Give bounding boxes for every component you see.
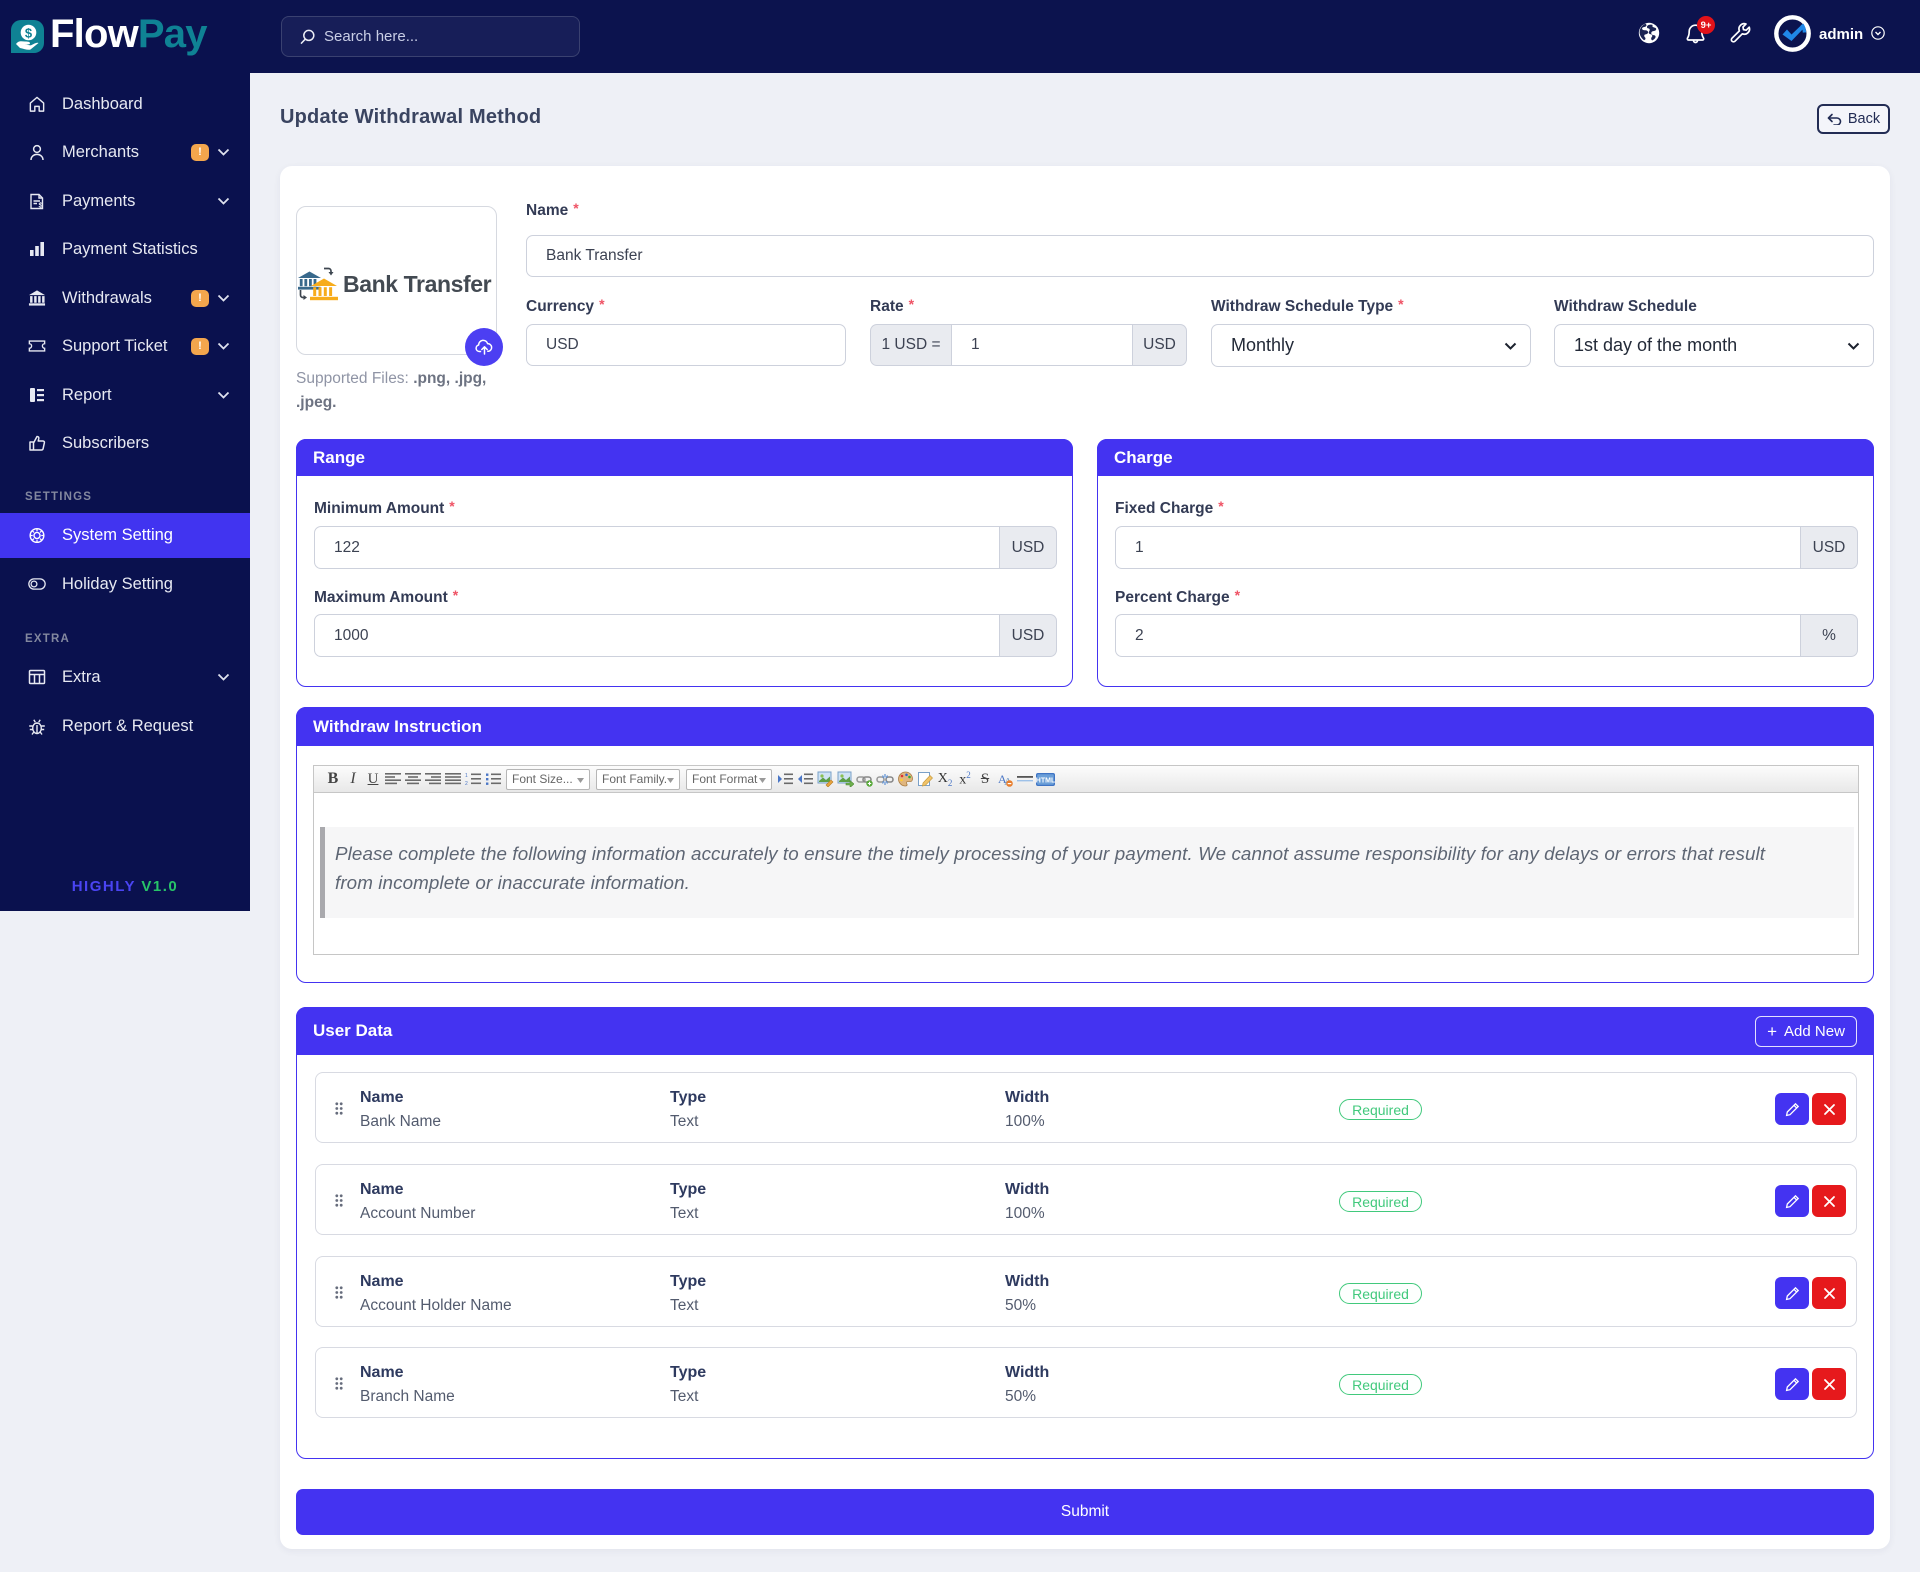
svg-text:A: A — [998, 772, 1007, 786]
svg-text:$: $ — [25, 25, 33, 40]
svg-text:$: $ — [39, 200, 44, 209]
svg-text:1: 1 — [465, 773, 468, 779]
svg-text:2: 2 — [465, 781, 468, 786]
svg-text:HTML: HTML — [1036, 777, 1055, 784]
